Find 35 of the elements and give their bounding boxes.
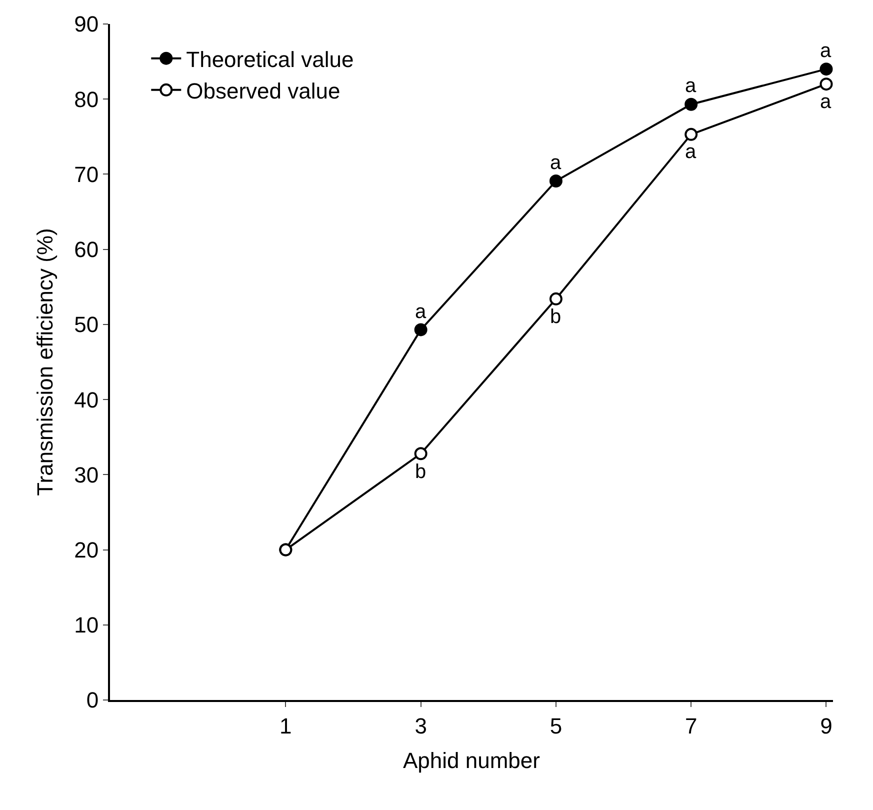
y-tick-label: 70 (74, 162, 99, 187)
x-tick-label: 9 (820, 713, 832, 738)
annotation: a (820, 40, 832, 62)
point (820, 78, 833, 91)
y-tick-label: 60 (74, 237, 99, 262)
x-axis-title: Aphid number (403, 748, 540, 773)
x-tick-label: 1 (280, 713, 292, 738)
point (684, 98, 698, 111)
point (549, 292, 562, 306)
x-tick-label: 5 (550, 713, 562, 738)
legend-label: Theoretical value (186, 46, 354, 72)
y-tick-label: 50 (74, 312, 99, 338)
y-tick-label: 90 (74, 12, 99, 37)
y-tick-label: 0 (86, 688, 99, 713)
point (414, 447, 428, 460)
annotation: a (820, 91, 832, 113)
y-axis-title: Transmission efficiency (%) (32, 228, 58, 496)
point (414, 323, 428, 336)
y-tick-label: 80 (74, 86, 99, 112)
y-tick-label: 10 (74, 612, 99, 638)
x-tick-label: 7 (684, 713, 698, 738)
y-tick-label: 20 (74, 537, 99, 562)
legend-label: Observed value (186, 78, 340, 104)
point (684, 128, 698, 141)
annotation: a (415, 301, 427, 323)
point (820, 62, 833, 76)
x-tick-label: 3 (414, 713, 427, 738)
annotation: a (685, 141, 697, 163)
annotation: b (415, 461, 426, 483)
y-tick-label: 40 (74, 387, 99, 412)
annotation: a (550, 152, 562, 174)
point (549, 174, 562, 188)
annotation: a (685, 75, 697, 97)
annotation: b (550, 306, 562, 328)
y-tick-label: 30 (74, 462, 99, 488)
